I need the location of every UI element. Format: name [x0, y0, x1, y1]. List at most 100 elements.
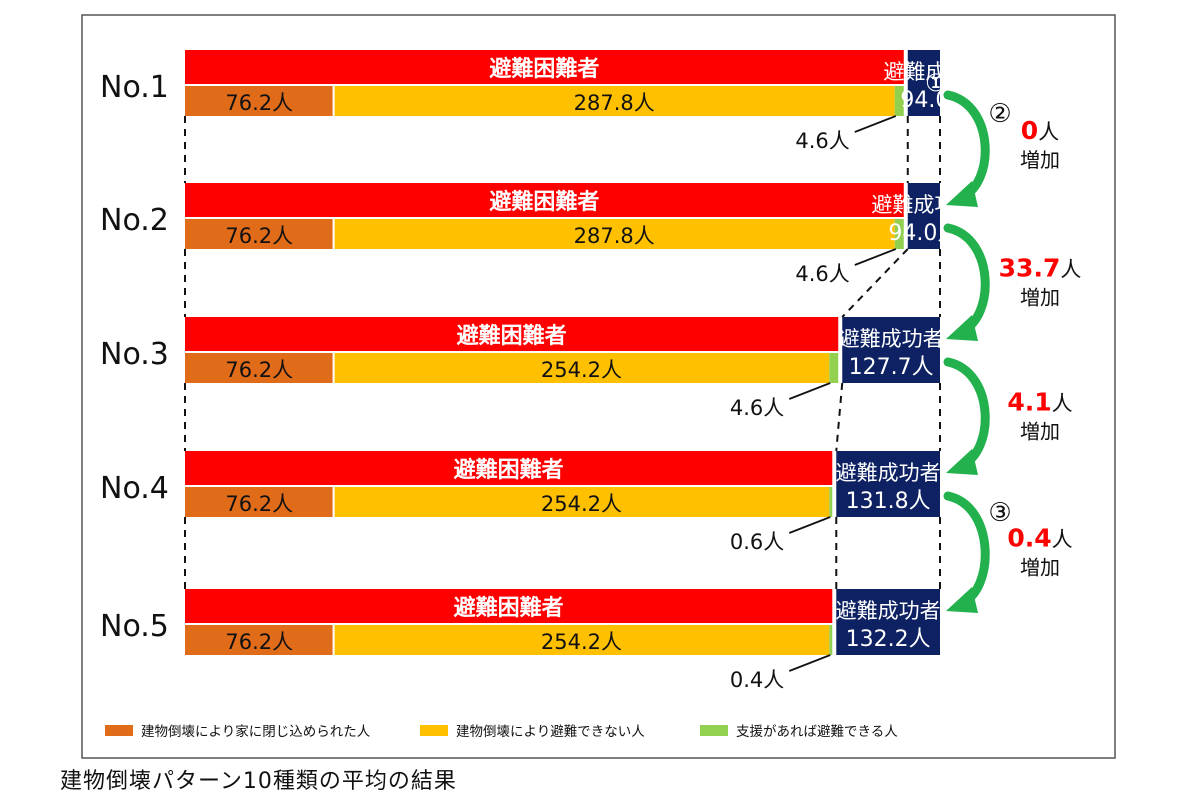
row-label: No.1 [100, 70, 169, 105]
success-title: 避難成功者 [883, 60, 988, 84]
legend-label: 支援があれば避難できる人 [736, 724, 898, 740]
value-support: 4.6人 [795, 262, 849, 286]
success-box [836, 451, 940, 517]
value-cannot-evacuate: 254.2人 [541, 358, 622, 382]
value-confined: 76.2人 [225, 358, 293, 382]
chart-caption: 建物倒壊パターン10種類の平均の結果 [60, 769, 457, 794]
value-success: 127.7人 [849, 355, 934, 380]
row-label: No.3 [100, 337, 169, 372]
bar-confined [185, 86, 333, 116]
value-support: 4.6人 [730, 396, 784, 420]
bar-cannot-evacuate [334, 353, 830, 383]
legend-item-2: 建物倒壊により避難できない人 [420, 724, 645, 740]
value-support: 0.6人 [730, 530, 784, 554]
increase-word: 増加 [1020, 420, 1060, 444]
chart-frame [81, 14, 1116, 759]
row-label: No.5 [100, 609, 169, 644]
bar-cannot-evacuate [334, 625, 830, 655]
difficult-header-label: 避難困難者 [489, 189, 599, 215]
difficult-header-label: 避難困難者 [489, 56, 599, 82]
legend-swatch [700, 725, 728, 736]
difficult-header-bar [185, 589, 833, 623]
bar-cannot-evacuate [334, 487, 830, 517]
difficult-header-bar [185, 183, 904, 217]
increase-word: 増加 [1020, 286, 1060, 310]
difficult-header-bar [185, 317, 839, 351]
increase-word: 増加 [1020, 148, 1060, 172]
value-confined: 76.2人 [225, 492, 293, 516]
marker-1: ① [925, 69, 947, 97]
legend-swatch [105, 725, 133, 736]
bar-support [829, 487, 833, 517]
dash-split [841, 248, 909, 318]
increase-value: 33.7人 [999, 254, 1082, 283]
increase-word: 増加 [1020, 556, 1060, 580]
success-box [842, 317, 940, 383]
difficult-header-bar [185, 50, 904, 84]
difficult-header-label: 避難困難者 [457, 323, 567, 349]
value-cannot-evacuate: 287.8人 [574, 224, 655, 248]
value-confined: 76.2人 [225, 630, 293, 654]
arrow-head [946, 181, 978, 207]
increase-value: 4.1人 [1007, 388, 1072, 417]
value-support: 4.6人 [795, 129, 849, 153]
arrow-head [946, 587, 978, 613]
support-leader-line [788, 516, 831, 534]
bar-cannot-evacuate [334, 219, 895, 249]
success-box [907, 183, 940, 249]
bar-support [894, 86, 904, 116]
success-title: 避難成功者 [836, 599, 941, 623]
value-confined: 76.2人 [225, 224, 293, 248]
support-leader-line [788, 654, 831, 672]
dash-split [835, 382, 844, 452]
row-5: No.5 避難困難者 76.2人 254.2人 0.4人 避難成功者 132.2人 [100, 589, 941, 692]
bar-cannot-evacuate [334, 86, 895, 116]
row-label: No.2 [100, 203, 169, 238]
value-success: 132.2人 [846, 627, 931, 652]
legend-label: 建物倒壊により家に閉じ込められた人 [141, 723, 371, 740]
row-4: No.4 避難困難者 76.2人 254.2人 0.6人 避難成功者 131.8人 [100, 451, 941, 554]
increase-value: 0.4人 [1007, 524, 1072, 553]
bar-confined [185, 219, 333, 249]
value-cannot-evacuate: 287.8人 [574, 91, 655, 115]
legend-swatch [420, 725, 448, 736]
bar-support [829, 353, 839, 383]
bar-support [829, 625, 833, 655]
increase-value: 0人 [1021, 116, 1059, 145]
bar-confined [185, 625, 333, 655]
legend-item-3: 支援があれば避難できる人 [700, 724, 898, 740]
value-support: 0.4人 [730, 668, 784, 692]
marker: ③ [988, 498, 1011, 528]
arrow-head [946, 449, 978, 475]
row-3: No.3 避難困難者 76.2人 254.2人 4.6人 避難成功者 127.7人 [100, 317, 944, 420]
value-cannot-evacuate: 254.2人 [541, 492, 622, 516]
difficult-header-label: 避難困難者 [454, 457, 564, 483]
bar-confined [185, 487, 333, 517]
support-leader-line [854, 248, 897, 266]
success-box [907, 50, 940, 116]
bar-confined [185, 353, 333, 383]
legend-label: 建物倒壊により避難できない人 [456, 724, 645, 740]
support-leader-line [788, 382, 831, 400]
value-cannot-evacuate: 254.2人 [541, 630, 622, 654]
success-title: 避難成功者 [836, 461, 941, 485]
bar-support [894, 219, 904, 249]
marker: ② [988, 99, 1011, 129]
success-title: 避難成功者 [839, 327, 944, 351]
increase-arrow [943, 491, 990, 608]
support-leader-line [854, 115, 897, 133]
success-box [836, 589, 940, 655]
row-label: No.4 [100, 471, 169, 506]
value-confined: 76.2人 [225, 91, 293, 115]
difficult-header-label: 避難困難者 [454, 595, 564, 621]
legend-item-1: 建物倒壊により家に閉じ込められた人 [105, 723, 371, 740]
arrow-head [946, 315, 978, 341]
increase-arrow [943, 357, 990, 470]
